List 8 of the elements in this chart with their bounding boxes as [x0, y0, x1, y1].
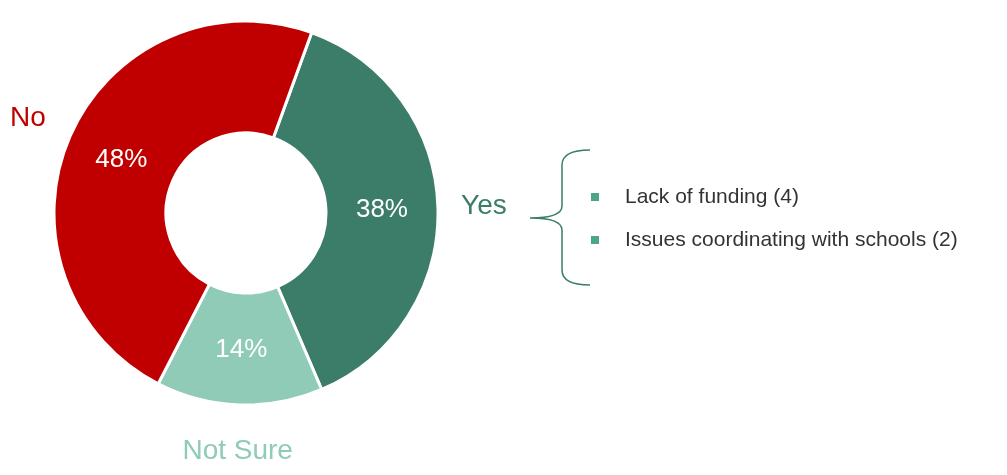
- slice-label: No: [10, 100, 46, 132]
- data-label: 48%: [95, 142, 148, 173]
- text: Issues coordinating with schools (2): [625, 227, 958, 250]
- data-label: 14%: [215, 332, 268, 363]
- text: Lack of funding (4): [625, 184, 799, 207]
- data-label: 38%: [355, 193, 408, 224]
- slice-label: Yes: [461, 189, 507, 221]
- slice-label: Not Sure: [182, 433, 293, 465]
